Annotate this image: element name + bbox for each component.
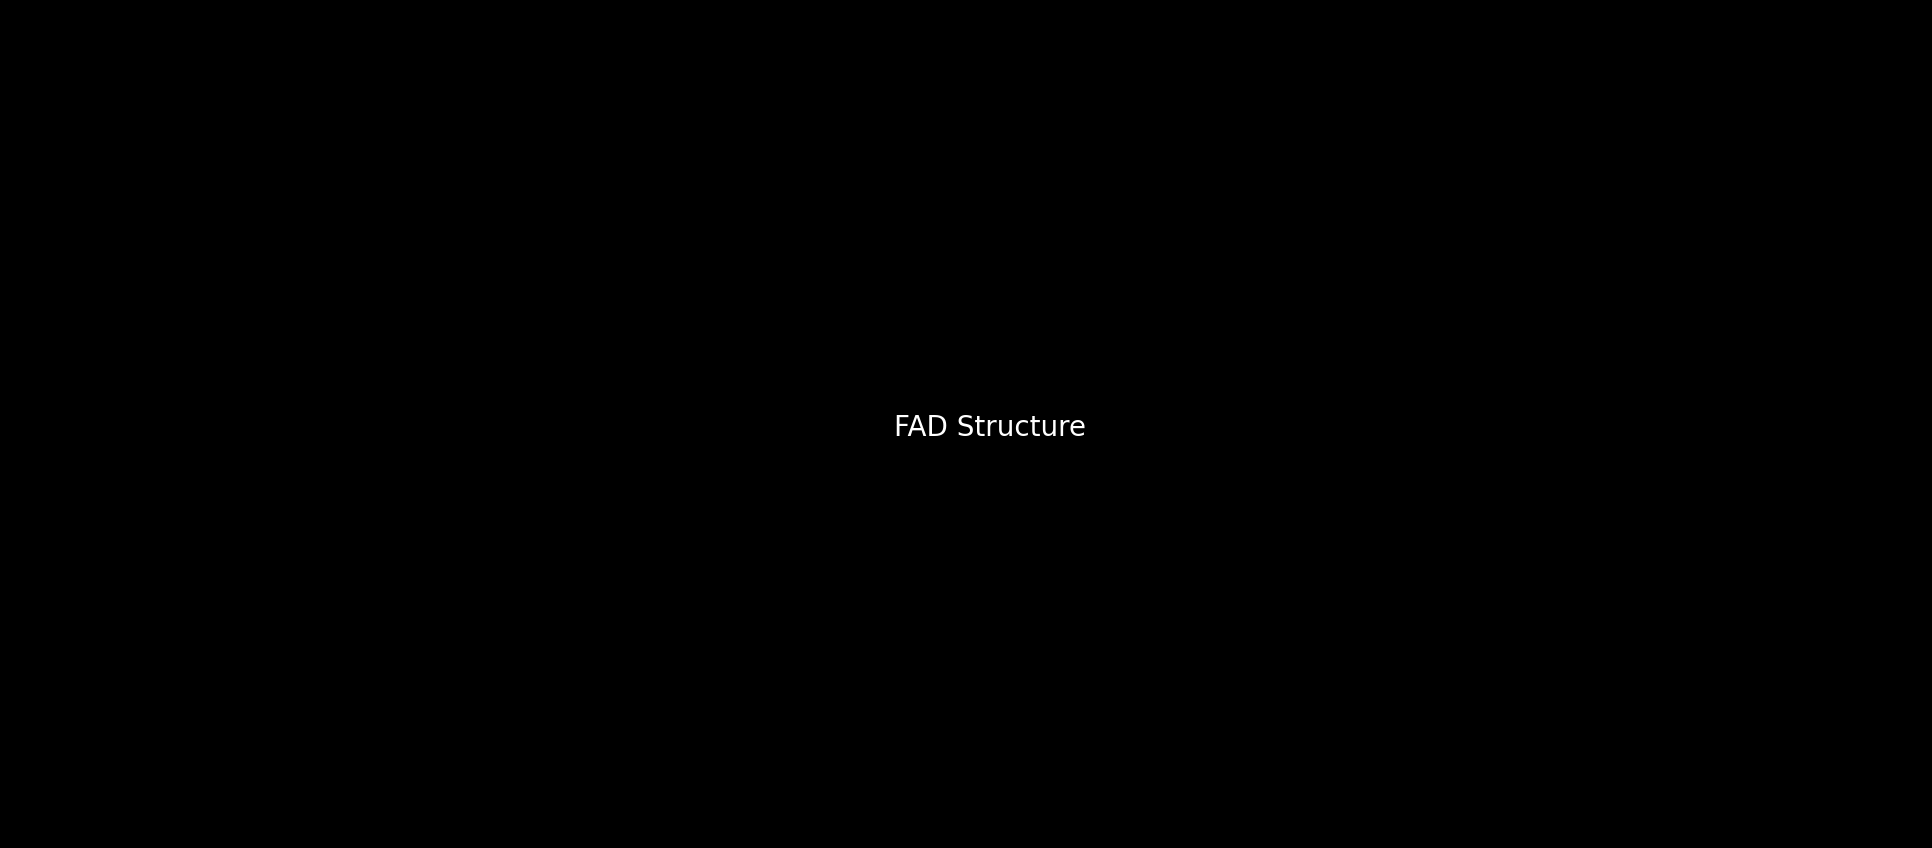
Text: FAD Structure: FAD Structure xyxy=(895,414,1086,443)
